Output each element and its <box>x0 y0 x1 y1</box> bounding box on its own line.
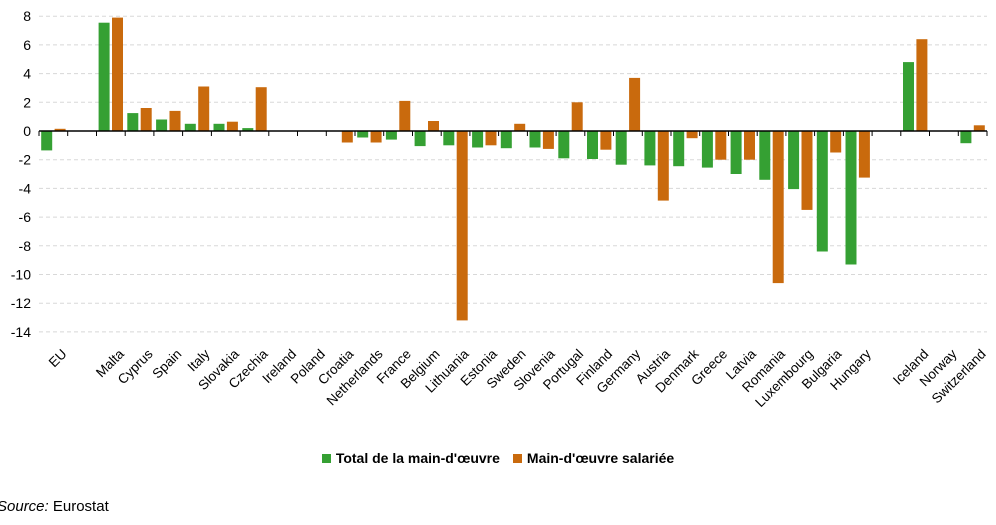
bar-finland-salaried <box>600 131 612 150</box>
bar-netherlands-total <box>357 131 369 138</box>
y-tick-label--10: -10 <box>11 267 31 283</box>
bar-iceland-total <box>903 62 914 131</box>
bar-latvia-total <box>730 131 742 174</box>
legend-swatch-salaried-icon <box>512 453 522 463</box>
bar-slovakia-total <box>213 123 225 131</box>
bar-italy-salaried <box>198 86 210 131</box>
bar-spain-salaried <box>169 110 181 131</box>
legend-label-salaried: Main-d'œuvre salariée <box>526 450 675 466</box>
chart-legend: Total de la main-d'œuvre Main-d'œuvre sa… <box>0 451 996 465</box>
bar-slovenia-total <box>529 131 541 148</box>
y-tick-label-2: 2 <box>23 94 31 110</box>
bar-switzerland-total <box>960 131 972 144</box>
bar-cyprus-total <box>127 113 139 131</box>
bar-austria-total <box>644 131 656 166</box>
y-tick-label--6: -6 <box>19 209 32 225</box>
y-tick-label-4: 4 <box>23 66 31 82</box>
bar-malta-total <box>98 22 110 132</box>
bar-lithuania-total <box>443 131 455 146</box>
bar-sweden-total <box>500 131 512 149</box>
bar-greece-total <box>701 131 713 168</box>
bar-lithuania-salaried <box>456 131 468 321</box>
bar-luxembourg-total <box>788 131 800 190</box>
bar-germany-salaried <box>629 77 641 131</box>
bar-iceland-salaried <box>916 39 928 132</box>
bar-latvia-salaried <box>744 131 755 160</box>
bar-czechia-salaried <box>255 87 267 131</box>
bar-spain-total <box>156 119 168 131</box>
bar-eu-salaried <box>54 128 66 131</box>
bar-belgium-total <box>414 131 426 147</box>
bar-luxembourg-salaried <box>801 131 813 210</box>
source-text: Eurostat <box>48 498 109 515</box>
bar-estonia-salaried <box>485 131 497 146</box>
bar-finland-total <box>587 131 598 159</box>
bar-france-total <box>385 131 397 140</box>
bar-romania-salaried <box>772 131 784 284</box>
legend-item-salaried: Main-d'œuvre salariée <box>512 450 675 466</box>
bar-portugal-total <box>558 131 570 159</box>
y-tick-label-0: 0 <box>23 123 31 139</box>
bar-cyprus-salaried <box>140 108 152 131</box>
bar-switzerland-salaried <box>973 125 985 131</box>
bar-netherlands-salaried <box>370 131 382 143</box>
y-tick-label--14: -14 <box>11 324 31 340</box>
bar-denmark-salaried <box>686 131 698 139</box>
bar-romania-total <box>759 131 771 180</box>
bar-slovenia-salaried <box>542 131 554 149</box>
bar-austria-salaried <box>657 131 669 201</box>
bar-denmark-total <box>673 131 685 167</box>
legend-swatch-total-icon <box>321 453 331 463</box>
y-tick-label-8: 8 <box>23 8 31 24</box>
bar-croatia-salaried <box>341 131 353 143</box>
y-tick-label--12: -12 <box>11 295 31 311</box>
bar-hungary-salaried <box>858 131 870 178</box>
bar-hungary-total <box>845 131 857 265</box>
bar-eu-total <box>41 131 53 151</box>
bar-portugal-salaried <box>571 102 583 131</box>
y-tick-label--2: -2 <box>19 152 32 168</box>
bar-belgium-salaried <box>428 121 439 131</box>
legend-label-total: Total de la main-d'œuvre <box>335 450 500 466</box>
bar-france-salaried <box>399 100 411 131</box>
bar-malta-salaried <box>112 17 123 132</box>
y-tick-label-6: 6 <box>23 37 31 53</box>
bar-italy-total <box>184 123 196 131</box>
y-tick-label--8: -8 <box>19 238 32 254</box>
bar-germany-total <box>615 131 627 165</box>
bar-czechia-total <box>242 128 254 131</box>
bar-greece-salaried <box>715 131 727 160</box>
source-note: Source: Eurostat <box>0 498 109 515</box>
bar-bulgaria-total <box>816 131 828 252</box>
source-prefix: Source: <box>0 498 49 515</box>
bar-estonia-total <box>472 131 484 148</box>
bar-sweden-salaried <box>514 123 526 131</box>
bar-bulgaria-salaried <box>830 131 842 153</box>
legend-item-total: Total de la main-d'œuvre <box>321 450 500 466</box>
y-tick-label--4: -4 <box>19 180 32 196</box>
bar-slovakia-salaried <box>226 121 238 131</box>
